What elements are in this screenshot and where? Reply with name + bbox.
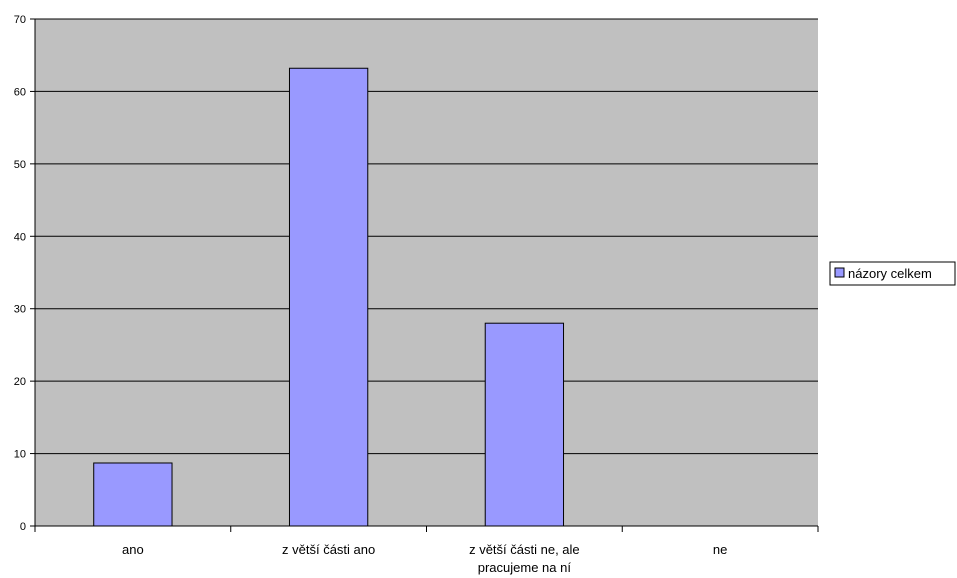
x-category-label: ne <box>713 542 727 557</box>
y-tick-label: 0 <box>20 521 26 533</box>
y-tick-label: 50 <box>14 159 26 171</box>
y-axis: 0 10 20 30 40 50 60 70 <box>14 14 36 533</box>
legend-swatch <box>834 267 845 278</box>
y-tick-label: 20 <box>14 376 26 388</box>
x-axis: ano z větší části ano z větší části ne, al… <box>34 525 819 575</box>
y-tick-label: 70 <box>14 14 26 26</box>
y-tick-label: 30 <box>14 304 26 316</box>
y-tick-label: 10 <box>14 449 26 461</box>
x-category-label: z větší části ne, ale pracujeme na ní <box>469 542 580 575</box>
x-category-label: z větší části ano <box>282 542 375 557</box>
gridlines <box>35 18 818 455</box>
legend: názory celkem <box>829 261 956 286</box>
legend-box <box>829 261 956 286</box>
legend-label: názory celkem <box>848 266 932 281</box>
plot-area <box>35 19 818 526</box>
x-category-label: ano <box>122 542 144 557</box>
y-tick-label: 60 <box>14 86 26 98</box>
bar <box>484 322 565 527</box>
bar <box>288 67 369 527</box>
bar <box>93 462 173 527</box>
y-tick-label: 40 <box>14 231 26 243</box>
bars <box>93 67 565 527</box>
